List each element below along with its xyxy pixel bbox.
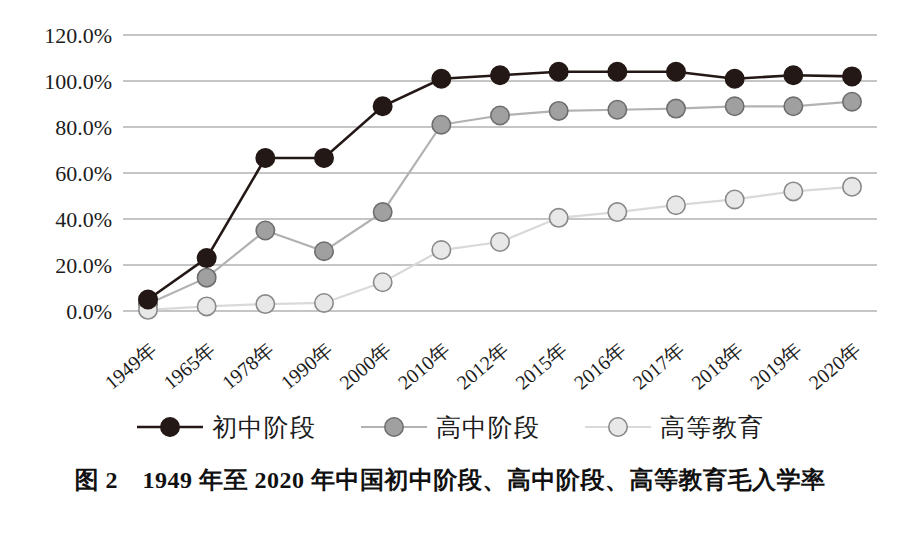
- data-point-marker: [725, 70, 743, 88]
- data-point-marker: [784, 182, 802, 200]
- y-tick-label: 40.0%: [55, 207, 112, 232]
- figure-caption: 图 2 1949 年至 2020 年中国初中阶段、高中阶段、高等教育毛入学率: [0, 464, 900, 496]
- series-初中阶段: [139, 63, 861, 309]
- data-point-marker: [197, 268, 215, 286]
- data-point-marker: [549, 209, 567, 227]
- data-point-marker: [197, 249, 215, 267]
- x-tick-label: 2015年: [511, 338, 571, 393]
- y-tick-label: 100.0%: [44, 69, 112, 94]
- x-tick-label: 2018年: [687, 338, 747, 393]
- legend-marker-icon: [360, 415, 428, 439]
- series-高等教育: [139, 178, 861, 319]
- data-point-marker: [139, 290, 157, 308]
- data-point-marker: [784, 97, 802, 115]
- data-point-marker: [667, 196, 685, 214]
- data-point-marker: [315, 242, 333, 260]
- legend-marker-icon: [584, 415, 652, 439]
- data-point-marker: [432, 70, 450, 88]
- data-point-marker: [667, 99, 685, 117]
- x-tick-label: 2017年: [628, 338, 688, 393]
- y-tick-label: 20.0%: [55, 253, 112, 278]
- data-point-marker: [373, 203, 391, 221]
- legend-item-初中阶段: 初中阶段: [136, 411, 316, 444]
- data-point-marker: [315, 149, 333, 167]
- x-tick-label: 1990年: [276, 338, 336, 393]
- series-line: [148, 102, 852, 304]
- data-point-marker: [725, 97, 743, 115]
- data-point-marker: [608, 203, 626, 221]
- data-point-marker: [432, 241, 450, 259]
- x-tick-label: 2019年: [746, 338, 806, 393]
- data-point-marker: [432, 116, 450, 134]
- data-point-marker: [843, 67, 861, 85]
- data-point-marker: [256, 221, 274, 239]
- data-point-marker: [608, 101, 626, 119]
- data-point-marker: [491, 106, 509, 124]
- x-tick-label: 2012年: [452, 338, 512, 393]
- data-point-marker: [549, 102, 567, 120]
- legend-marker-icon: [136, 415, 204, 439]
- x-tick-label: 1978年: [218, 338, 278, 393]
- data-point-marker: [491, 66, 509, 84]
- data-point-marker: [491, 233, 509, 251]
- figure-2-container: 120.0% 100.0% 80.0% 60.0% 40.0% 20.0% 0.0% 1949…: [0, 0, 900, 539]
- chart-legend: 初中阶段 高中阶段 高等教育: [0, 410, 900, 444]
- series-高中阶段: [139, 93, 861, 314]
- data-point-marker: [373, 97, 391, 115]
- legend-label: 初中阶段: [212, 411, 316, 444]
- y-tick-label: 120.0%: [44, 23, 112, 48]
- data-point-marker: [843, 93, 861, 111]
- x-tick-label: 2000年: [335, 338, 395, 393]
- data-point-marker: [667, 63, 685, 81]
- legend-label: 高等教育: [660, 411, 764, 444]
- y-tick-label: 80.0%: [55, 115, 112, 140]
- data-point-marker: [784, 66, 802, 84]
- y-tick-label: 0.0%: [66, 299, 112, 324]
- x-tick-label: 2020年: [804, 338, 864, 393]
- data-point-marker: [608, 63, 626, 81]
- data-point-marker: [256, 295, 274, 313]
- y-tick-label: 60.0%: [55, 161, 112, 186]
- legend-item-高等教育: 高等教育: [584, 411, 764, 444]
- data-point-marker: [843, 178, 861, 196]
- legend-circle: [161, 418, 179, 436]
- data-point-marker: [373, 273, 391, 291]
- legend-label: 高中阶段: [436, 411, 540, 444]
- x-tick-label: 2016年: [570, 338, 630, 393]
- data-point-marker: [725, 190, 743, 208]
- x-tick-label: 1965年: [159, 338, 219, 393]
- legend-circle: [385, 418, 403, 436]
- data-point-marker: [197, 297, 215, 315]
- x-tick-label: 1949年: [100, 338, 160, 393]
- data-point-marker: [315, 294, 333, 312]
- x-tick-label: 2010年: [394, 338, 454, 393]
- data-point-marker: [256, 149, 274, 167]
- enrollment-line-chart: 120.0% 100.0% 80.0% 60.0% 40.0% 20.0% 0.0% 1949…: [0, 0, 900, 404]
- legend-circle: [609, 418, 627, 436]
- data-point-marker: [549, 63, 567, 81]
- legend-item-高中阶段: 高中阶段: [360, 411, 540, 444]
